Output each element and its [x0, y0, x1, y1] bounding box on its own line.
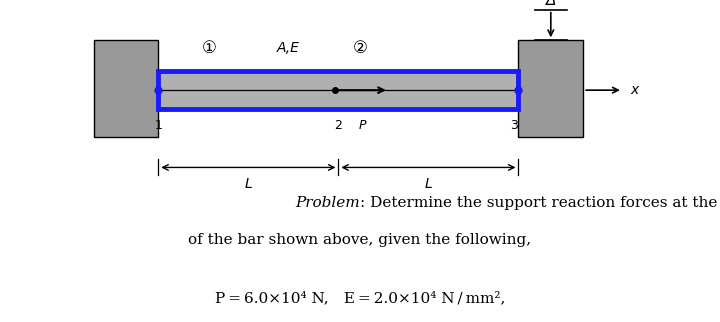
Bar: [94, 40, 158, 137]
Text: of the bar shown above, given the following,: of the bar shown above, given the follow…: [189, 233, 531, 247]
Text: : Determine the support reaction forces at the two ends: : Determine the support reaction forces …: [360, 196, 720, 210]
Text: A,E: A,E: [276, 41, 300, 55]
Text: Problem: Problem: [295, 196, 360, 210]
Bar: [518, 40, 583, 137]
Text: P: P: [359, 119, 366, 132]
Text: Δ: Δ: [546, 0, 556, 8]
Text: 2: 2: [335, 119, 342, 132]
Text: L: L: [245, 177, 252, 191]
Text: ①: ①: [202, 39, 216, 57]
Bar: [158, 71, 518, 109]
Text: x: x: [630, 83, 638, 97]
Text: 1: 1: [155, 119, 162, 132]
Text: 3: 3: [510, 119, 518, 132]
Text: ②: ②: [353, 39, 367, 57]
Text: P = 6.0×10⁴ N,  E = 2.0×10⁴ N / mm²,: P = 6.0×10⁴ N, E = 2.0×10⁴ N / mm²,: [215, 291, 505, 305]
Text: L: L: [425, 177, 432, 191]
